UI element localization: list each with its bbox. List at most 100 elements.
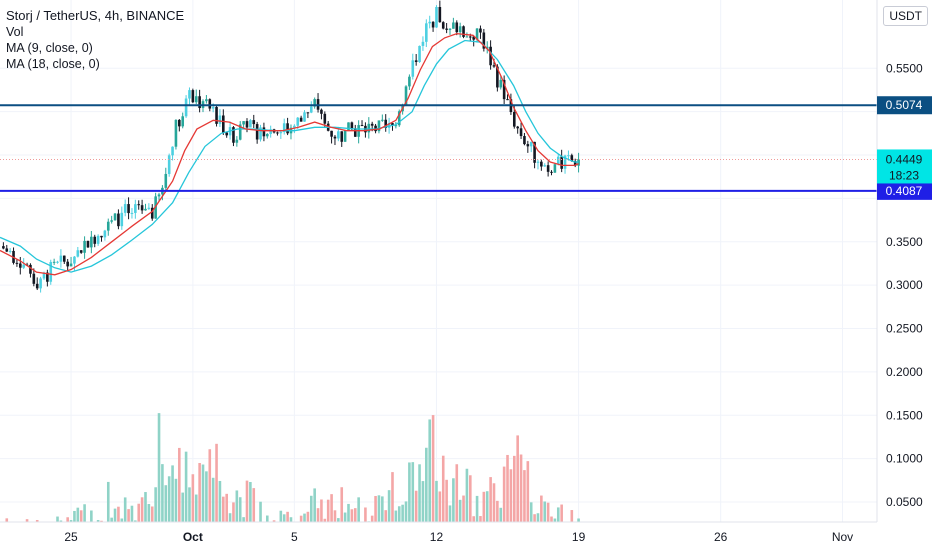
time-tick-label: 12 (430, 530, 444, 544)
volume-bar (506, 454, 509, 522)
volume-bar (408, 462, 411, 522)
candle-body (279, 132, 283, 134)
candle-body (479, 28, 482, 33)
candle-body (469, 36, 472, 38)
last-price-label: 0.4449 (886, 152, 923, 166)
price-axis[interactable]: 0.5500 0.3500 0.3000 0.2500 0.2000 0.1500 0.10… (886, 61, 923, 509)
price-tick-label: 0.2000 (886, 365, 923, 379)
candle-body (56, 261, 59, 263)
volume-bar (343, 512, 347, 522)
candle-body (337, 131, 340, 139)
candle-body (191, 90, 195, 103)
volume-bar (309, 495, 313, 522)
volume-bar (222, 496, 225, 522)
candle-body (330, 130, 333, 137)
candle-body (184, 98, 188, 117)
volume-bar (387, 490, 391, 522)
candle-body (313, 99, 316, 107)
volume-bar (25, 519, 29, 522)
legend-item-ma18[interactable]: MA (18, close, 0) (6, 57, 100, 71)
candle-body (262, 127, 266, 137)
candle-body (286, 123, 289, 134)
candle-body (397, 111, 401, 126)
candle-body (178, 119, 181, 127)
candle-body (533, 141, 536, 163)
currency-button[interactable]: USDT (883, 6, 928, 26)
volume-bar (279, 510, 283, 522)
candle-body (543, 165, 547, 167)
candle-body (296, 117, 300, 126)
time-axis[interactable]: 25 Oct 5 12 19 26 Nov (64, 530, 853, 544)
symbol-title[interactable]: Storj / TetherUS, 4h, BINANCE (6, 8, 185, 23)
volume-bar (326, 499, 330, 522)
volume-bar (350, 509, 354, 522)
volume-bar (482, 491, 486, 522)
price-badge (877, 181, 932, 200)
volume-bar (184, 451, 188, 522)
legend-item-ma9[interactable]: MA (9, close, 0) (6, 41, 93, 55)
volume-bar (512, 455, 516, 522)
horizontal-lines[interactable] (0, 104, 877, 192)
candle-body (438, 6, 442, 23)
volume-bar (455, 464, 459, 522)
candle-body (550, 171, 553, 173)
volume-bar (323, 518, 327, 522)
candle-body (303, 112, 306, 122)
candle-body (529, 141, 533, 147)
volume-bar (140, 497, 144, 522)
price-badge (877, 96, 932, 115)
volume-bar (381, 496, 384, 522)
candle-body (465, 36, 469, 38)
candle-body (73, 256, 76, 264)
volume-bar (425, 447, 428, 522)
volume-bar (377, 495, 381, 522)
volume-bar (245, 480, 249, 522)
candle-body (198, 96, 201, 109)
volume-bars (5, 413, 580, 522)
candle-body (2, 246, 5, 249)
candle-body (448, 28, 452, 30)
price-tick-label: 0.0500 (886, 495, 923, 509)
chart-legend: Storj / TetherUS, 4h, BINANCE Vol MA (9,… (6, 8, 184, 72)
candle-body (194, 96, 198, 103)
candle-body (208, 99, 212, 109)
volume-bar (357, 497, 360, 522)
volume-bar (178, 447, 181, 522)
volume-bar (211, 477, 215, 522)
time-tick-label: 5 (291, 530, 298, 544)
candle-body (188, 90, 191, 99)
legend-item-volume[interactable]: Vol (6, 25, 24, 39)
candle-body (323, 113, 327, 124)
time-tick-label: Nov (832, 530, 853, 544)
candle-body (167, 155, 171, 174)
price-tick-label: 0.1500 (886, 408, 923, 422)
candle-body (117, 213, 120, 227)
volume-bar (485, 491, 489, 522)
volume-bar (526, 461, 530, 522)
candle-body (428, 21, 432, 24)
volume-bar (194, 494, 198, 522)
volume-bar (496, 500, 499, 522)
candle-body (157, 194, 161, 197)
volume-bar (5, 518, 9, 522)
candle-body (475, 28, 479, 40)
volume-bar (66, 517, 69, 522)
volume-bar (421, 481, 425, 522)
candle-body (441, 22, 445, 29)
volume-bar (83, 504, 86, 522)
candle-body (49, 262, 53, 282)
candle-body (350, 122, 354, 129)
candle-body (181, 116, 185, 127)
candle-body (35, 283, 39, 289)
candle-body (502, 79, 506, 100)
price-badges: 0.5074 0.4087 0.4449 18:23 (877, 96, 932, 200)
volume-bar (286, 511, 289, 522)
volume-bar (475, 495, 479, 522)
volume-bar (130, 505, 134, 522)
volume-bar (394, 510, 398, 522)
volume-bar (96, 520, 100, 522)
volume-bar (550, 516, 553, 522)
volume-bar (411, 462, 415, 522)
time-tick-label: 26 (714, 530, 728, 544)
